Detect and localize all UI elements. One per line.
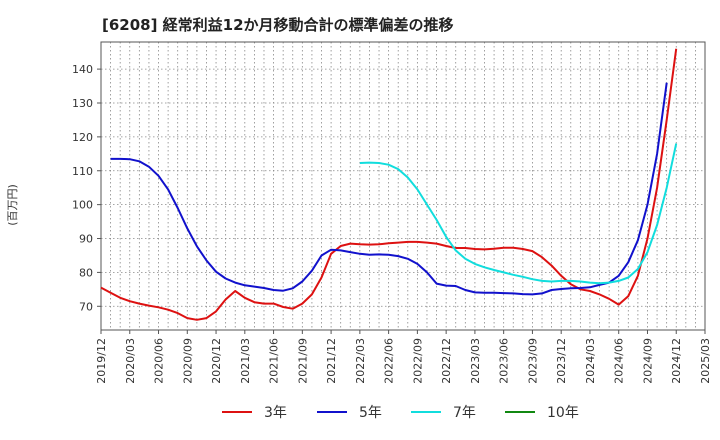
y-tick-label: 70 xyxy=(79,300,93,313)
y-tick-label: 140 xyxy=(72,63,93,76)
x-tick-label: 2020/09 xyxy=(181,338,194,384)
series-line-3年 xyxy=(100,48,678,321)
legend-label: 10年 xyxy=(547,405,579,421)
x-tick-label: 2025/03 xyxy=(699,338,712,384)
legend: 3年 5年 7年 10年 xyxy=(222,405,579,421)
series-line-5年 xyxy=(110,82,668,296)
x-tick-label: 2023/12 xyxy=(555,338,568,384)
x-tick-label: 2021/09 xyxy=(296,338,309,384)
plot-area xyxy=(100,41,706,331)
grid xyxy=(101,42,705,330)
x-tick-label: 2023/06 xyxy=(498,338,511,384)
series-lines xyxy=(100,48,678,321)
x-tick-label: 2024/12 xyxy=(670,338,683,384)
x-tick-label: 2022/12 xyxy=(440,338,453,384)
x-tick-label: 2024/06 xyxy=(613,338,626,384)
x-tick-label: 2023/09 xyxy=(526,338,539,384)
y-tick-label: 120 xyxy=(72,131,93,144)
y-tick-label: 110 xyxy=(72,165,93,178)
y-axis-label: (百万円) xyxy=(6,184,19,226)
y-tick-label: 130 xyxy=(72,97,93,110)
x-tick-label: 2024/09 xyxy=(641,338,654,384)
series-line-7年 xyxy=(359,143,678,285)
x-tick-label: 2020/06 xyxy=(153,338,166,384)
x-tick-label: 2023/03 xyxy=(469,338,482,384)
x-tick-label: 2024/03 xyxy=(584,338,597,384)
x-tick-label: 2022/03 xyxy=(354,338,367,384)
x-tick-label: 2021/12 xyxy=(325,338,338,384)
x-tick-label: 2022/06 xyxy=(383,338,396,384)
x-tick-label: 2020/12 xyxy=(210,338,223,384)
y-tick-label: 100 xyxy=(72,199,93,212)
x-ticks: 2019/12 2020/03 2020/06 2020/09 2020/12 2021/… xyxy=(95,330,712,384)
legend-label: 3年 xyxy=(264,405,287,421)
y-tick-label: 90 xyxy=(79,233,93,246)
y-tick-label: 80 xyxy=(79,266,93,279)
x-tick-label: 2020/03 xyxy=(124,338,137,384)
legend-label: 5年 xyxy=(359,405,382,421)
chart-title: [6208] 経常利益12か月移動合計の標準偏差の推移 xyxy=(102,16,454,34)
legend-label: 7年 xyxy=(453,405,476,421)
x-tick-label: 2022/09 xyxy=(411,338,424,384)
y-ticks: 70 80 90 100 110 120 130 140 xyxy=(72,63,101,313)
x-tick-label: 2021/06 xyxy=(268,338,281,384)
x-tick-label: 2021/03 xyxy=(239,338,252,384)
x-tick-label: 2019/12 xyxy=(95,338,108,384)
